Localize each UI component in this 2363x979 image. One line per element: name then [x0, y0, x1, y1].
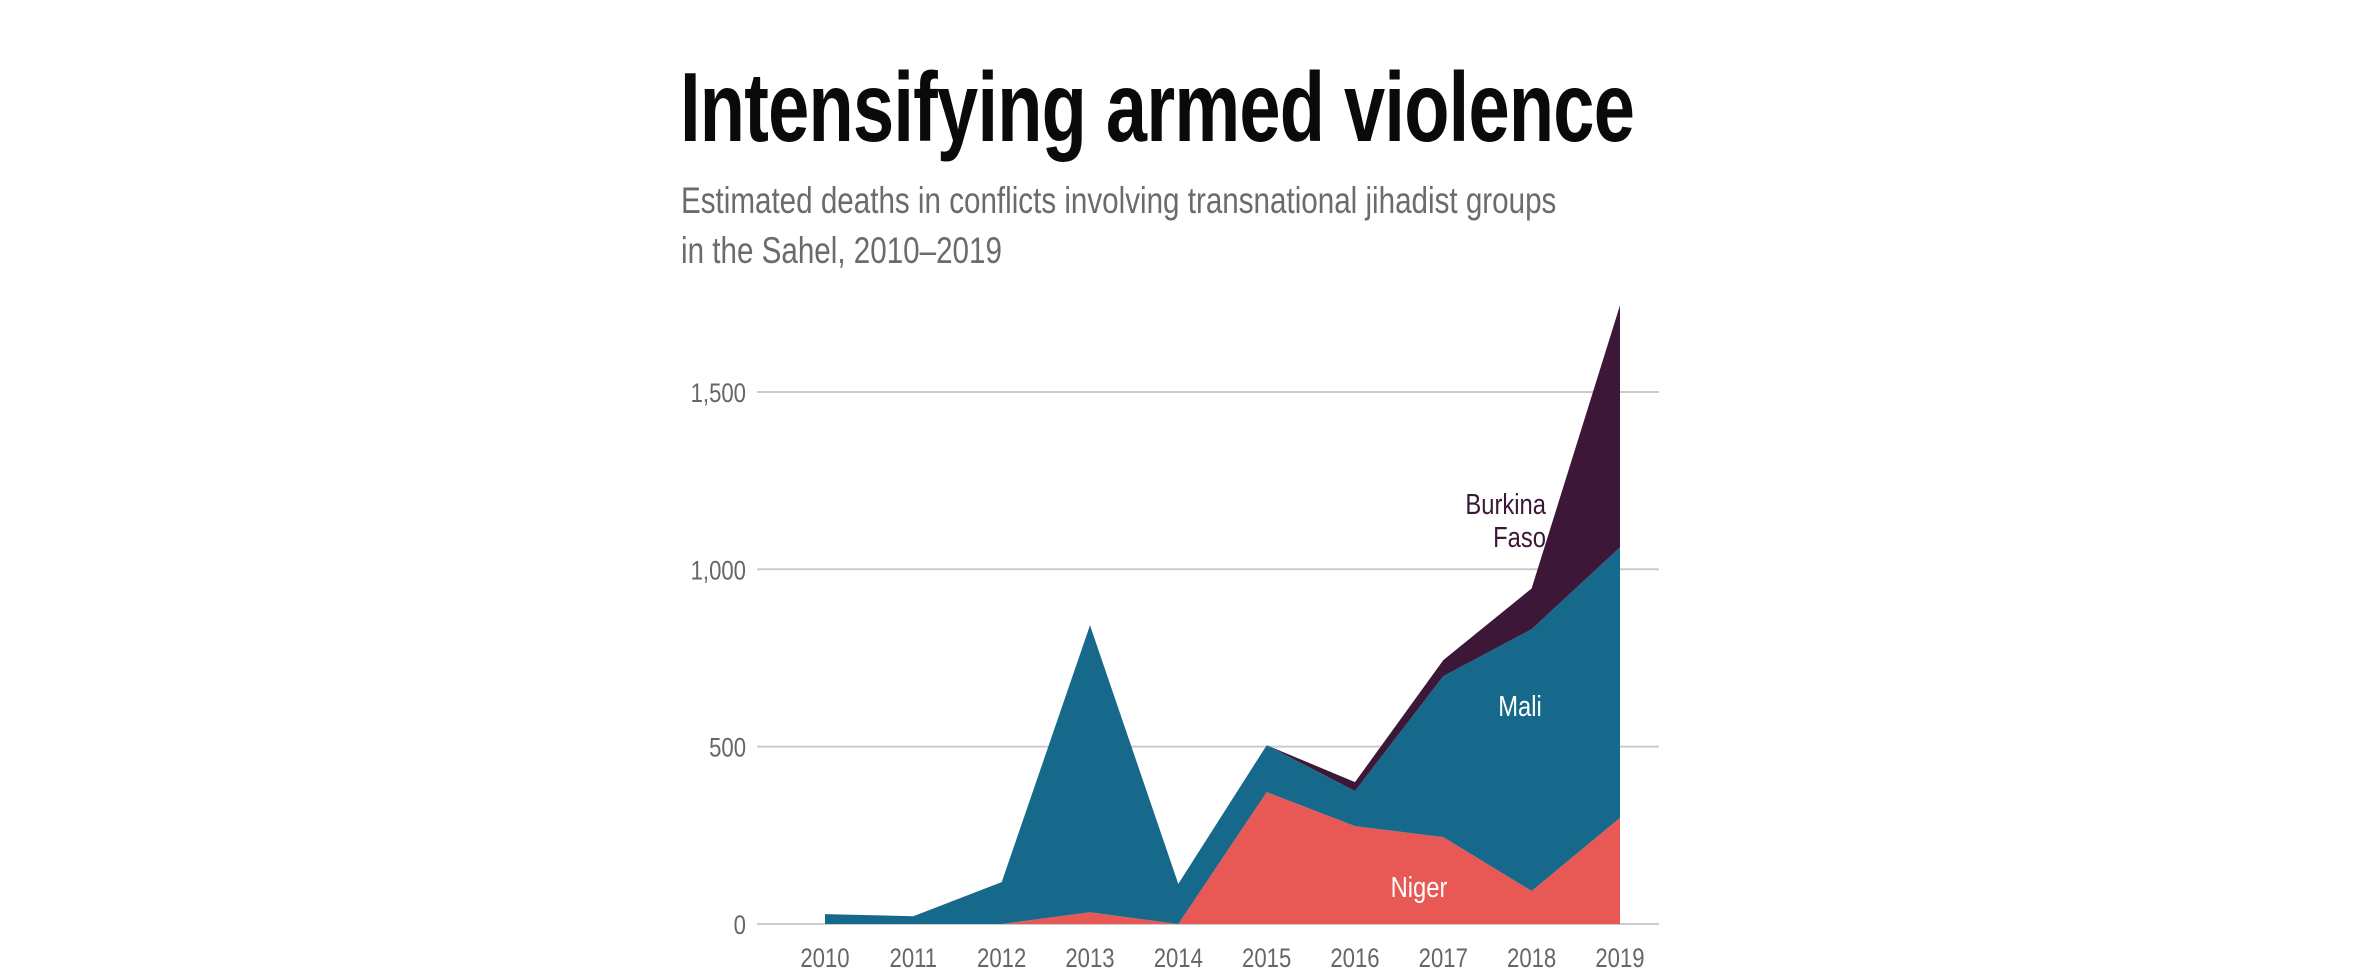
- x-tick-label: 2010: [800, 944, 849, 974]
- y-axis-ticks: 0 500 1,000 1,500: [691, 379, 746, 941]
- x-tick-label: 2014: [1154, 944, 1203, 974]
- subtitle-line-2: in the Sahel, 2010–2019: [681, 230, 1002, 271]
- x-tick-label: 2013: [1065, 944, 1114, 974]
- x-axis-ticks: 2010 2011 2012 2013 2014 2015 2016 2017 2018 2019: [800, 944, 1644, 974]
- label-mali: Mali: [1498, 690, 1542, 723]
- area-mali: [825, 547, 1620, 924]
- y-tick-label: 0: [734, 911, 746, 941]
- label-burkina-faso-line-1: Burkina: [1465, 488, 1546, 521]
- x-tick-label: 2011: [890, 944, 938, 974]
- y-tick-label: 500: [709, 734, 746, 764]
- chart-title: Intensifying armed violence: [680, 52, 1635, 162]
- y-tick-label: 1,500: [691, 379, 746, 409]
- area-series: [825, 305, 1620, 924]
- x-tick-label: 2018: [1507, 944, 1556, 974]
- subtitle-line-1: Estimated deaths in conflicts involving …: [681, 180, 1557, 221]
- label-niger: Niger: [1391, 871, 1448, 904]
- x-tick-label: 2016: [1330, 944, 1379, 974]
- x-tick-label: 2012: [977, 944, 1026, 974]
- x-tick-label: 2015: [1242, 944, 1291, 974]
- y-tick-label: 1,000: [691, 556, 746, 586]
- x-tick-label: 2019: [1595, 944, 1644, 974]
- chart-subtitle: Estimated deaths in conflicts involving …: [681, 176, 1556, 276]
- x-tick-label: 2017: [1419, 944, 1468, 974]
- label-burkina-faso-line-2: Faso: [1493, 521, 1546, 554]
